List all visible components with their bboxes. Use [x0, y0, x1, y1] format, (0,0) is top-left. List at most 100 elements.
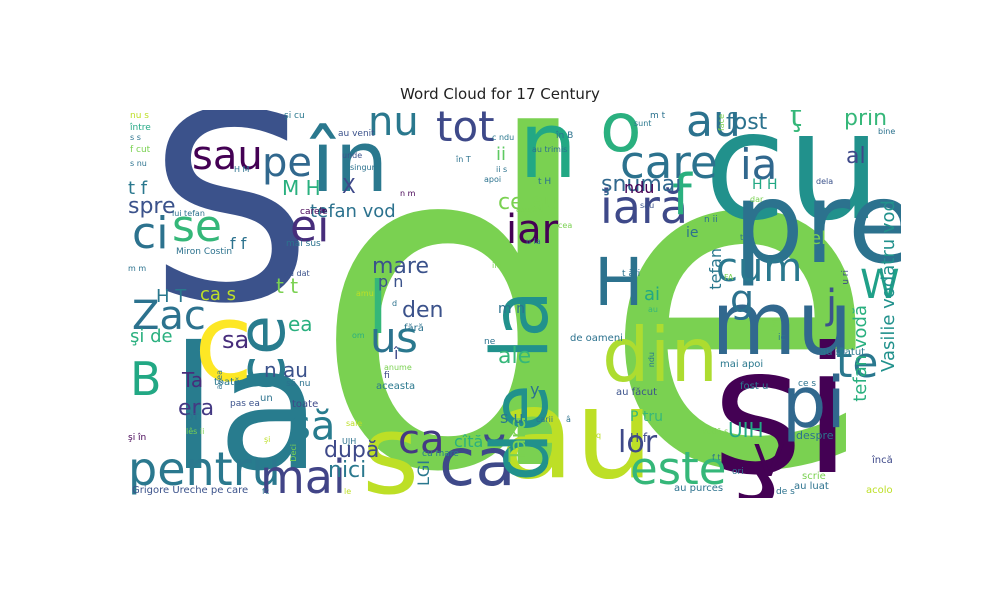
cloud-word: au venit: [338, 129, 375, 139]
cloud-word: apoi: [484, 175, 502, 184]
cloud-word: au: [498, 362, 654, 498]
cloud-word: unde: [342, 151, 363, 160]
cloud-word: amu: [356, 289, 374, 298]
cloud-word: f f: [230, 234, 247, 253]
cloud-word: între: [130, 123, 151, 133]
cloud-word: mai sus: [286, 239, 321, 249]
cloud-word: în T: [456, 155, 471, 164]
cloud-word: M H: [282, 176, 321, 200]
cloud-word: în: [311, 113, 389, 212]
cloud-word: tefan: [706, 248, 725, 290]
cloud-word: P tru: [630, 409, 664, 425]
cloud-word: ia: [740, 140, 778, 189]
cloud-word: ea: [288, 312, 313, 336]
cloud-word: sunt: [634, 119, 652, 128]
cloud-word: şi de: [130, 326, 173, 347]
cloud-word: Vasilie vodătru vod: [878, 200, 899, 372]
cloud-word: OT: [186, 413, 199, 423]
cloud-word: Zac: [132, 293, 206, 339]
cloud-word: tot: [436, 110, 495, 151]
cloud-word: B: [130, 352, 162, 406]
cloud-word: au statut: [820, 347, 866, 358]
cloud-word: ndu: [647, 352, 656, 368]
cloud-word: FA: [724, 273, 734, 282]
cloud-word: n: [519, 110, 578, 199]
cloud-word: tefan vod: [310, 201, 396, 222]
cloud-word: u la: [526, 237, 541, 246]
cloud-word: şi cu: [284, 111, 305, 121]
cloud-word: den: [402, 298, 444, 323]
cloud-word: acolo: [866, 485, 893, 496]
cloud-word: sa: [222, 326, 250, 354]
cloud-word: să: [290, 403, 336, 449]
cloud-word: f: [672, 163, 692, 228]
cloud-word: H f: [630, 431, 648, 445]
cloud-word: toate: [292, 399, 319, 410]
cloud-word: te: [836, 338, 879, 387]
cloud-word: H M: [234, 165, 250, 174]
cloud-word: care: [620, 136, 718, 189]
cloud-word: V: [754, 436, 785, 487]
cloud-word: S: [148, 110, 314, 361]
cloud-word: cu mare: [422, 449, 459, 459]
cloud-word: au: [648, 305, 658, 314]
cloud-word: f t: [712, 453, 721, 462]
cloud-word: s: [396, 313, 418, 362]
cloud-word: Miron Costin: [176, 247, 233, 257]
cloud-word: pas ea: [230, 399, 260, 409]
cloud-word: că: [439, 424, 516, 498]
cloud-word: H H: [752, 177, 778, 193]
cloud-word: X: [342, 174, 356, 198]
cloud-word: au făcut: [616, 387, 658, 398]
cloud-word: ţ: [790, 110, 802, 134]
cloud-word: ci: [132, 208, 169, 259]
cloud-word: anume: [384, 363, 412, 372]
cloud-word: c: [194, 281, 254, 406]
cloud-word: despre: [796, 429, 834, 442]
cloud-word: pentru: [128, 442, 281, 496]
cloud-word: t ări: [622, 269, 641, 279]
cloud-word: â: [566, 415, 571, 424]
cloud-word: ne: [484, 337, 496, 347]
cloud-word: q: [596, 431, 602, 440]
cloud-word: singur: [350, 163, 375, 172]
cloud-word: ca s: [200, 284, 237, 305]
cloud-word: după: [324, 438, 380, 463]
cloud-word: să nu: [286, 379, 311, 389]
cloud-word: de oameni: [570, 333, 623, 344]
cloud-word: de s: [776, 487, 795, 497]
cloud-word: ai: [644, 284, 661, 305]
cloud-word: t f: [128, 178, 148, 199]
cloud-word: din: [602, 311, 718, 399]
cloud-word: cea: [558, 221, 573, 230]
cloud-word: î: [394, 344, 399, 363]
cloud-word: ii s: [496, 165, 508, 174]
cloud-word: şnumai: [601, 172, 682, 197]
cloud-word: face: [717, 114, 726, 132]
cloud-word: la: [170, 311, 322, 498]
cloud-word: nici: [328, 458, 367, 483]
cloud-word: H T: [156, 286, 187, 307]
cloud-word: u ri: [841, 270, 851, 285]
cloud-word: ori: [732, 467, 744, 477]
cloud-word: s: [362, 391, 420, 498]
cloud-word: f cut: [130, 145, 151, 155]
cloud-word: mu: [711, 272, 853, 375]
cloud-word: ce au: [498, 190, 559, 215]
cloud-word: au: [686, 110, 741, 147]
cloud-word: ca: [398, 417, 445, 463]
cloud-word: p n: [378, 272, 404, 291]
cloud-word: Grigore Ureche pe care: [132, 485, 249, 496]
cloud-word: de: [311, 110, 880, 498]
cloud-word: m m: [128, 264, 147, 273]
cloud-word: mai: [260, 450, 346, 498]
cloud-word: UJH: [342, 437, 357, 446]
cloud-word: iar: [506, 207, 559, 253]
cloud-word: Deci: [289, 444, 298, 462]
cloud-word: c ndu: [492, 133, 515, 142]
cloud-word: au trimis: [532, 145, 568, 154]
cloud-word: n au: [264, 358, 308, 382]
cloud-word: fost u: [740, 381, 769, 392]
cloud-word: u: [370, 313, 397, 362]
cloud-word: el: [810, 228, 827, 249]
